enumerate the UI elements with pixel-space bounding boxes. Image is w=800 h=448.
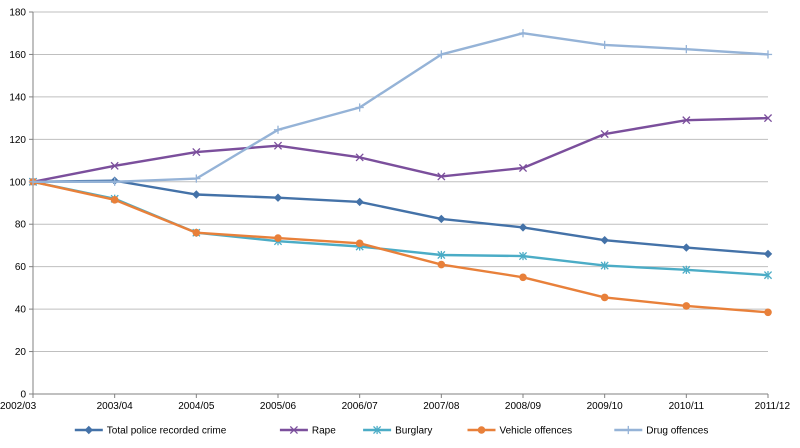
data-point-rape xyxy=(518,163,528,173)
y-tick-label: 40 xyxy=(15,305,27,316)
x-tick-label: 2010/11 xyxy=(669,401,705,412)
series-drug-offences xyxy=(28,29,773,186)
data-point-total-police-recorded-crime xyxy=(682,243,691,252)
x-tick-label: 2005/06 xyxy=(260,401,297,412)
data-point-rape xyxy=(763,114,773,123)
data-point-vehicle-offences xyxy=(600,293,609,302)
legend-item-drug-offences: Drug offences xyxy=(614,426,708,437)
series-vehicle-offences xyxy=(29,177,772,317)
data-point-rape xyxy=(192,148,201,157)
data-point-burglary xyxy=(437,250,446,260)
data-point-burglary xyxy=(682,265,691,274)
x-tick-label: 2002/03 xyxy=(0,401,37,412)
data-point-drug-offences xyxy=(355,103,364,112)
data-point-drug-offences xyxy=(518,29,528,38)
data-point-vehicle-offences xyxy=(519,273,527,282)
x-tick-labels: 2002/03 2003/04 2004/05 2005/06 2006/07 2007/… xyxy=(0,401,790,412)
series-line-rape xyxy=(32,116,769,183)
y-tick-labels: 0 20 40 60 80 100 120 140 160 180 xyxy=(9,8,26,401)
data-point-total-police-recorded-crime xyxy=(437,214,446,224)
data-point-total-police-recorded-crime xyxy=(355,197,364,207)
legend-item-burglary: Burglary xyxy=(363,426,432,437)
legend-item-rape: Rape xyxy=(279,425,336,437)
data-point-total-police-recorded-crime xyxy=(192,190,201,199)
series-line-drug-offences xyxy=(33,32,769,183)
data-point-rape xyxy=(437,172,446,181)
y-tick-label: 80 xyxy=(15,220,27,231)
legend-label: Total police recorded crime xyxy=(107,426,227,437)
legend-marker xyxy=(289,425,298,435)
data-point-total-police-recorded-crime xyxy=(600,235,609,245)
data-point-drug-offences xyxy=(682,45,691,54)
legend-label: Rape xyxy=(312,426,336,437)
series-line-vehicle-offences xyxy=(32,180,769,314)
series-total-police-recorded-crime xyxy=(28,176,773,259)
data-point-rape xyxy=(600,129,609,139)
legend-label: Burglary xyxy=(395,426,432,437)
legend-label: Drug offences xyxy=(646,426,708,437)
data-point-total-police-recorded-crime xyxy=(763,249,773,259)
data-point-drug-offences xyxy=(28,177,38,186)
y-tick-label: 160 xyxy=(9,50,26,61)
series-line-total-police-recorded-crime xyxy=(32,179,769,256)
data-point-drug-offences xyxy=(437,50,446,59)
legend-marker xyxy=(84,425,93,435)
y-tick-label: 20 xyxy=(15,347,27,358)
data-point-rape xyxy=(110,161,119,170)
gridlines xyxy=(33,11,768,353)
data-point-vehicle-offences xyxy=(110,196,119,204)
series-rape xyxy=(28,114,773,186)
x-tick-label: 2003/04 xyxy=(97,401,134,412)
y-tick-label: 0 xyxy=(20,390,26,401)
data-point-total-police-recorded-crime xyxy=(518,223,528,232)
data-point-rape xyxy=(273,141,283,150)
data-point-rape xyxy=(682,116,691,125)
y-tick-label: 140 xyxy=(9,92,26,103)
data-point-burglary xyxy=(600,261,609,270)
x-tick-label: 2011/12 xyxy=(755,401,791,412)
y-tick-label: 60 xyxy=(15,262,27,273)
data-point-vehicle-offences xyxy=(682,302,691,310)
series-lines xyxy=(28,29,773,317)
y-tick-label: 100 xyxy=(9,177,26,188)
data-point-drug-offences xyxy=(600,40,609,49)
legend-item-total-police-recorded-crime: Total police recorded crime xyxy=(74,425,227,437)
x-tick-label: 2009/10 xyxy=(587,401,624,412)
y-tick-label: 180 xyxy=(9,8,26,19)
data-point-vehicle-offences xyxy=(192,228,201,237)
x-tick-label: 2004/05 xyxy=(178,401,215,412)
data-point-drug-offences xyxy=(192,174,201,183)
series-burglary xyxy=(28,177,773,280)
legend-marker xyxy=(373,425,382,435)
legend-marker xyxy=(477,426,486,434)
legend-label: Vehicle offences xyxy=(500,426,573,437)
data-point-drug-offences xyxy=(110,177,119,186)
data-point-vehicle-offences xyxy=(764,308,772,317)
legend-marker xyxy=(624,425,633,435)
data-point-vehicle-offences xyxy=(437,260,446,269)
x-tick-label: 2007/08 xyxy=(423,401,460,412)
legend: Total police recorded crime Rape Burglary V… xyxy=(74,425,708,437)
data-point-vehicle-offences xyxy=(355,239,364,248)
y-tick-label: 120 xyxy=(9,135,26,146)
axes xyxy=(29,11,769,398)
data-point-vehicle-offences xyxy=(274,234,282,242)
data-point-burglary xyxy=(518,251,528,261)
legend-item-vehicle-offences: Vehicle offences xyxy=(467,426,573,437)
series-line-burglary xyxy=(32,180,769,277)
x-tick-label: 2008/09 xyxy=(505,401,542,412)
x-tick-label: 2006/07 xyxy=(342,401,379,412)
data-point-rape xyxy=(355,153,364,162)
data-point-drug-offences xyxy=(273,125,283,134)
data-point-burglary xyxy=(763,271,773,280)
data-point-total-police-recorded-crime xyxy=(273,193,283,202)
data-point-drug-offences xyxy=(763,50,773,59)
